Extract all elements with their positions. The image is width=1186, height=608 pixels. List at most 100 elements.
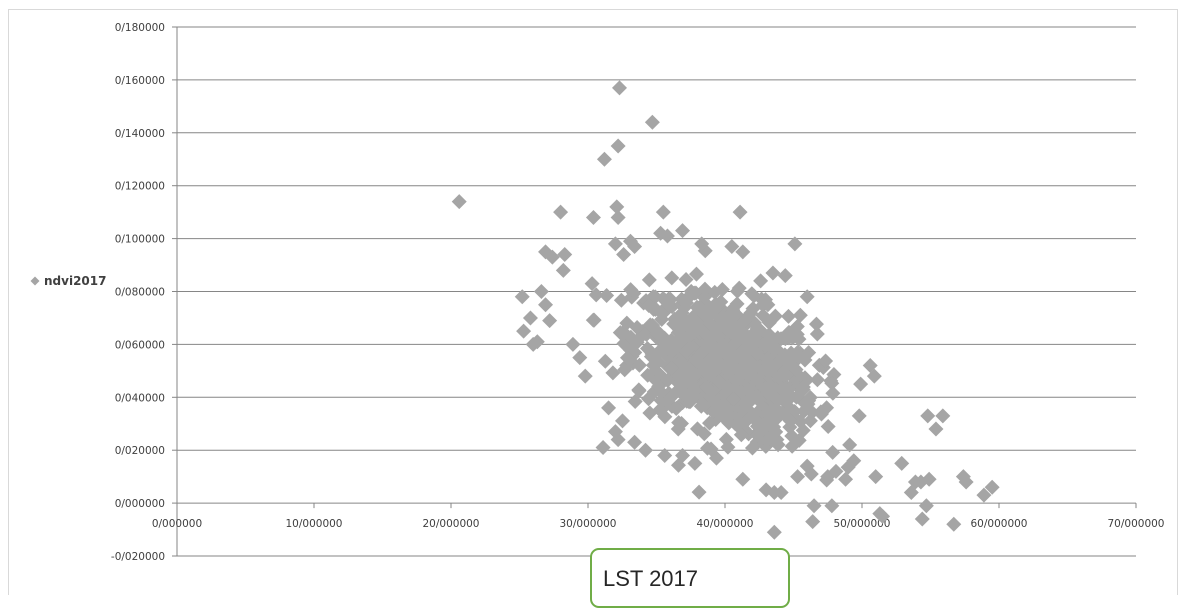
data-point bbox=[715, 342, 731, 358]
data-point bbox=[708, 450, 724, 466]
data-point bbox=[652, 402, 668, 418]
data-point bbox=[825, 444, 841, 460]
data-point bbox=[653, 305, 669, 321]
data-point bbox=[664, 360, 680, 376]
data-point bbox=[640, 391, 656, 407]
data-point bbox=[754, 421, 770, 437]
data-point bbox=[645, 357, 661, 373]
data-point bbox=[818, 353, 834, 369]
data-point bbox=[789, 318, 805, 334]
data-point bbox=[623, 282, 639, 298]
data-point bbox=[619, 350, 635, 366]
data-point bbox=[529, 334, 545, 350]
data-point bbox=[638, 442, 654, 458]
data-point bbox=[631, 357, 647, 373]
data-point bbox=[732, 204, 748, 220]
data-point bbox=[693, 398, 709, 414]
data-point bbox=[605, 365, 621, 381]
data-point bbox=[659, 228, 675, 244]
data-point bbox=[694, 345, 710, 361]
data-point bbox=[868, 469, 884, 485]
data-point bbox=[828, 463, 844, 479]
data-point bbox=[744, 440, 760, 456]
data-point bbox=[711, 374, 727, 390]
data-point bbox=[696, 426, 712, 442]
data-point bbox=[733, 427, 749, 443]
data-point bbox=[946, 516, 962, 532]
data-point bbox=[921, 471, 937, 487]
data-point bbox=[544, 249, 560, 265]
scatter-plot: 0/180000 0/160000 0/140000 0/120000 0/100000… bbox=[30, 22, 1165, 563]
data-point bbox=[727, 412, 743, 428]
data-point bbox=[809, 326, 825, 342]
data-point bbox=[842, 437, 858, 453]
data-point bbox=[678, 295, 694, 311]
data-point bbox=[660, 372, 676, 388]
data-point bbox=[698, 379, 714, 395]
data-point bbox=[670, 316, 686, 332]
data-point bbox=[680, 342, 696, 358]
data-point bbox=[596, 151, 612, 167]
data-point bbox=[691, 484, 707, 500]
y-tick-label: 0/160000 bbox=[115, 75, 165, 87]
data-point bbox=[787, 236, 803, 252]
data-point bbox=[731, 280, 747, 296]
data-point bbox=[662, 390, 678, 406]
data-point bbox=[661, 291, 677, 307]
data-point bbox=[585, 312, 601, 328]
data-point bbox=[762, 378, 778, 394]
data-point bbox=[756, 336, 772, 352]
data-point bbox=[597, 353, 613, 369]
y-tick-label: 0/040000 bbox=[115, 392, 165, 404]
data-point bbox=[644, 114, 660, 130]
data-point bbox=[749, 320, 765, 336]
data-point bbox=[799, 458, 815, 474]
y-tick-label: 0/140000 bbox=[115, 128, 165, 140]
x-axis-title-box: LST 2017 bbox=[590, 548, 790, 608]
data-point bbox=[735, 471, 751, 487]
chart-area bbox=[8, 9, 1178, 595]
data-point bbox=[824, 498, 840, 514]
data-point bbox=[875, 508, 891, 524]
y-tick-label: 0/000000 bbox=[115, 498, 165, 510]
data-point bbox=[612, 80, 628, 96]
data-point bbox=[542, 313, 558, 329]
data-point bbox=[577, 368, 593, 384]
data-point bbox=[782, 413, 798, 429]
data-point bbox=[584, 276, 600, 292]
data-point bbox=[738, 365, 754, 381]
data-point bbox=[760, 356, 776, 372]
data-point bbox=[610, 209, 626, 225]
x-axis-title: LST 2017 bbox=[603, 566, 699, 591]
x-tick-label: 30/000000 bbox=[560, 518, 617, 530]
data-point bbox=[720, 439, 736, 455]
data-point bbox=[555, 262, 571, 278]
data-point bbox=[615, 413, 631, 429]
data-point bbox=[565, 336, 581, 352]
data-point bbox=[755, 297, 771, 313]
data-point bbox=[699, 440, 715, 456]
data-point bbox=[710, 319, 726, 335]
data-point bbox=[538, 244, 554, 260]
data-point bbox=[894, 455, 910, 471]
data-point bbox=[792, 307, 808, 323]
data-point bbox=[686, 285, 702, 301]
data-point bbox=[610, 138, 626, 154]
data-point bbox=[681, 392, 697, 408]
data-point bbox=[742, 354, 758, 370]
data-point bbox=[651, 325, 667, 341]
data-point bbox=[773, 485, 789, 501]
data-point bbox=[726, 391, 742, 407]
data-point bbox=[718, 412, 734, 428]
legend-label-ndvi2017: ndvi2017 bbox=[44, 274, 106, 288]
x-tick-label: 70/000000 bbox=[1108, 518, 1165, 530]
data-point bbox=[766, 432, 782, 448]
data-point bbox=[804, 404, 820, 420]
data-point bbox=[853, 376, 869, 392]
data-point bbox=[732, 323, 748, 339]
y-tick-label: 0/020000 bbox=[115, 445, 165, 457]
data-point bbox=[750, 372, 766, 388]
data-point bbox=[777, 268, 793, 284]
data-point bbox=[775, 367, 791, 383]
data-point bbox=[820, 419, 836, 435]
